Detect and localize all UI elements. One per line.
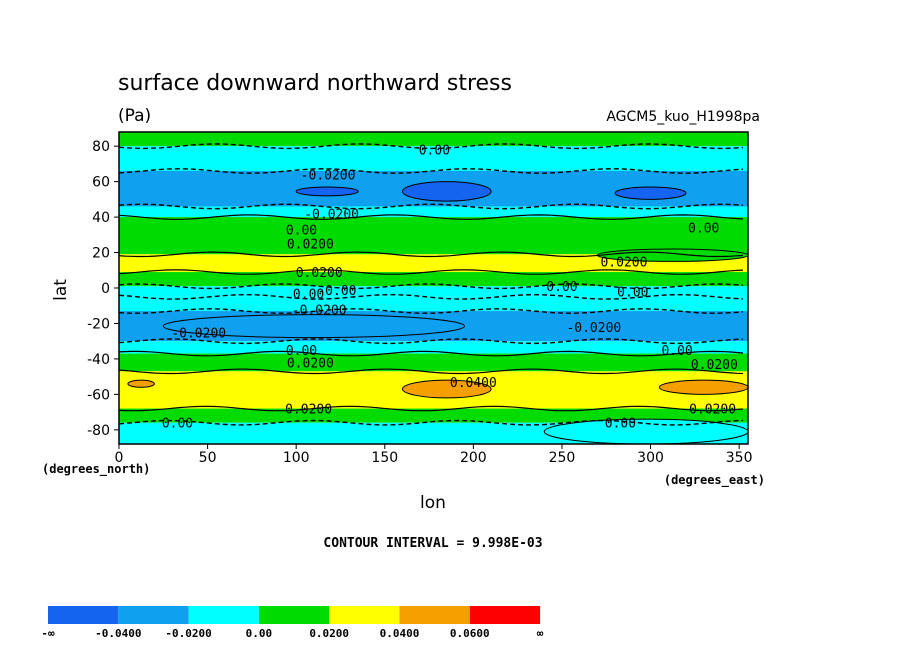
contour-label-17: 0.00 xyxy=(661,344,692,359)
contour-line-5 xyxy=(118,251,744,258)
contour-label-4: 0.0200 xyxy=(287,238,334,253)
colorbar-label-4: 0.0200 xyxy=(309,627,349,640)
contour-label-12: -0.0200 xyxy=(292,303,347,318)
zonal-band-8 xyxy=(119,296,748,312)
contour-label-21: 0.0200 xyxy=(689,403,736,418)
x-tick-label-5: 250 xyxy=(549,450,576,466)
contour-label-14: -0.0200 xyxy=(566,321,621,336)
colorbar-label-3: 0.00 xyxy=(246,627,273,640)
contour-label-16: 0.0200 xyxy=(287,356,334,371)
zonal-band-1 xyxy=(119,146,748,171)
x-tick-label-7: 350 xyxy=(726,450,753,466)
contour-line-8 xyxy=(118,294,744,300)
zonal-band-6 xyxy=(119,272,748,287)
contour-label-8: 0.00 xyxy=(546,280,577,295)
contour-line-9 xyxy=(118,308,744,314)
contour-line-1 xyxy=(118,143,744,150)
zonal-band-5 xyxy=(119,254,748,273)
contour-label-20: 0.0200 xyxy=(285,403,332,418)
contour-label-9: 0.00 xyxy=(617,286,648,301)
zonal-band-13 xyxy=(119,408,748,423)
y-tick-label-2: 40 xyxy=(92,210,110,226)
contour-line-13 xyxy=(118,405,744,412)
x-tick-label-6: 300 xyxy=(637,450,664,466)
x-tick-label-3: 150 xyxy=(371,450,398,466)
contour-label-3: 0.00 xyxy=(286,224,317,239)
y-axis-label: lat xyxy=(51,279,71,301)
contour-line-12 xyxy=(118,368,744,375)
contour-line-7 xyxy=(118,283,744,290)
chart-title: surface downward northward stress xyxy=(118,71,512,96)
contour-label-19: 0.0400 xyxy=(450,376,497,391)
contour-line-3 xyxy=(118,203,744,210)
zonal-band-4 xyxy=(119,217,748,255)
contour-label-6: 0.0200 xyxy=(600,255,647,270)
contour-label-7: 0.0200 xyxy=(296,266,343,281)
zonal-band-0 xyxy=(119,132,748,147)
contour-label-15: 0.00 xyxy=(286,344,317,359)
x-tick-label-2: 100 xyxy=(283,450,310,466)
contour-label-18: 0.0200 xyxy=(691,358,738,373)
colorbar-swatch-3 xyxy=(258,606,330,624)
colorbar-label-1: -0.0400 xyxy=(95,627,141,640)
contour-label-5: 0.00 xyxy=(688,222,719,237)
x-unit-note: (degrees_east) xyxy=(664,473,765,488)
colorbar-swatch-5 xyxy=(399,606,470,624)
zonal-band-11 xyxy=(119,353,748,372)
colorbar-label-0: -∞ xyxy=(41,627,55,640)
y-tick-label-8: -80 xyxy=(87,423,110,439)
contour-label-11: -0.00 xyxy=(317,284,356,299)
contour-line-14 xyxy=(118,419,744,426)
contour-label-22: 0.00 xyxy=(162,417,193,432)
zonal-band-10 xyxy=(119,341,748,354)
y-tick-label-0: 80 xyxy=(92,139,110,155)
y-unit-note: (degrees_north) xyxy=(42,462,150,477)
contour-line-10 xyxy=(118,338,744,345)
contour-label-1: -0.0200 xyxy=(301,169,356,184)
x-tick-label-1: 50 xyxy=(199,450,217,466)
plot-area: 0.00-0.0200-0.02000.000.02000.000.02000.… xyxy=(87,131,753,466)
colorbar: -∞ -0.0400 -0.0200 0.00 0.0200 0.0400 0.0600 ∞ xyxy=(41,606,544,640)
contour-label-2: -0.0200 xyxy=(304,208,359,223)
colorbar-swatch-6 xyxy=(469,606,541,624)
contour-label-13: -0.0200 xyxy=(171,326,226,341)
y-tick-label-1: 60 xyxy=(92,175,110,191)
colorbar-swatch-1 xyxy=(118,606,189,624)
y-tick-label-3: 20 xyxy=(92,246,110,262)
y-tick-label-6: -40 xyxy=(87,352,110,368)
contour-patch-5 xyxy=(658,379,749,395)
colorbar-swatch-4 xyxy=(329,606,400,624)
contour-patch-3 xyxy=(162,314,466,339)
contour-line-4 xyxy=(118,214,744,220)
zonal-band-3 xyxy=(119,206,748,218)
y-tick-label-4: 0 xyxy=(101,281,110,297)
contour-patch-2 xyxy=(295,186,359,197)
colorbar-swatch-0 xyxy=(48,606,119,624)
zonal-band-7 xyxy=(119,286,748,297)
colorbar-label-2: -0.0200 xyxy=(165,627,211,640)
x-axis-label: lon xyxy=(420,493,446,513)
contour-label-10: 0.00 xyxy=(293,287,324,302)
contour-label-23: 0.00 xyxy=(605,417,636,432)
contour-line-11 xyxy=(118,350,744,357)
contour-patch-1 xyxy=(614,186,687,200)
contour-patch-4 xyxy=(401,379,492,399)
contour-line-6 xyxy=(118,269,744,275)
contour-label-0: 0.00 xyxy=(419,144,450,159)
contour-line-2 xyxy=(118,168,744,174)
y-tick-label-5: -20 xyxy=(87,316,110,332)
y-tick-label-7: -60 xyxy=(87,387,110,403)
contour-interval-text: CONTOUR INTERVAL = 9.998E-03 xyxy=(323,536,542,551)
x-tick-label-0: 0 xyxy=(115,450,124,466)
contour-patch-6 xyxy=(127,379,155,388)
colorbar-label-6: 0.0600 xyxy=(450,627,490,640)
x-tick-label-4: 200 xyxy=(460,450,487,466)
colorbar-label-5: 0.0400 xyxy=(380,627,420,640)
colorbar-label-7: ∞ xyxy=(537,627,544,640)
colorbar-swatch-2 xyxy=(188,606,259,624)
contour-patch-0 xyxy=(401,181,492,202)
dataset-label: AGCM5_kuo_H1998pa xyxy=(606,109,760,125)
chart-units: (Pa) xyxy=(118,106,151,126)
